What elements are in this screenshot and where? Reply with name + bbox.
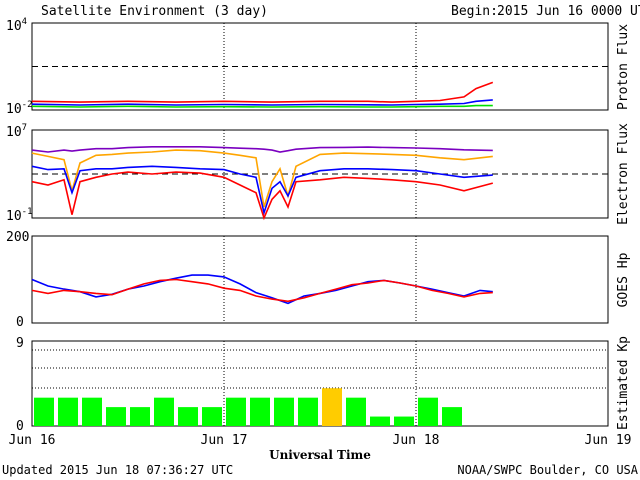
x-axis-title: Universal Time (269, 448, 371, 462)
electron-bottom-tick: 10-1 (6, 207, 33, 224)
blue-series-line (31, 99, 493, 106)
kp-bar (106, 407, 126, 426)
proton-bottom-tick: 10-2 (6, 100, 33, 117)
kp-bar (298, 397, 318, 426)
x-tick-labels: Jun 16 Jun 17 Jun 18 Jun 19 (9, 433, 632, 448)
red-series-line (31, 171, 494, 221)
kp-bar (394, 416, 414, 426)
green-series-line (31, 104, 493, 108)
proton-flux-label: Proton Flux (616, 24, 631, 110)
kp-bar (418, 397, 438, 426)
kp-bottom-tick: 0 (16, 419, 24, 434)
kp-bar (202, 407, 222, 426)
kp-gridlines (32, 349, 608, 389)
hp-top-tick: 200 (6, 230, 29, 245)
blue-series-line (31, 165, 493, 216)
kp-bar (226, 397, 246, 426)
chart-title: Satellite Environment (3 day) (41, 4, 268, 19)
panel-labels: Proton Flux Electron Flux GOES Hp Estima… (616, 24, 631, 430)
purple-series-line (31, 146, 493, 153)
kp-bar (274, 397, 294, 426)
electron-top-tick: 107 (6, 123, 27, 140)
proton-flux-series (31, 66, 608, 108)
orange-series-line (31, 149, 493, 208)
kp-bar (58, 397, 78, 426)
goes-hp-label: GOES Hp (616, 252, 631, 307)
credit-line: NOAA/SWPC Boulder, CO USA (457, 463, 638, 477)
red-series-line (31, 278, 493, 303)
x-tick-jun18: Jun 18 (393, 433, 440, 448)
begin-value: 2015 Jun 16 0000 UTC (497, 4, 640, 19)
day-separators (223, 23, 417, 426)
x-tick-jun17: Jun 17 (201, 433, 248, 448)
y-tick-labels: 104 10-2 107 10-1 200 0 9 0 (6, 17, 33, 434)
kp-bar (250, 397, 270, 426)
kp-bar (82, 397, 102, 426)
estimated-kp-label: Estimated Kp (616, 336, 631, 430)
kp-bar (442, 407, 462, 426)
kp-bar (154, 397, 174, 426)
electron-flux-series (31, 146, 608, 221)
proton-top-tick: 104 (6, 17, 27, 34)
x-tick-jun19: Jun 19 (585, 433, 632, 448)
electron-flux-label: Electron Flux (616, 123, 631, 225)
updated-timestamp: Updated 2015 Jun 18 07:36:27 UTC (2, 463, 233, 477)
goes-hp-series (31, 274, 493, 305)
kp-top-tick: 9 (16, 336, 24, 351)
kp-bar (130, 407, 150, 426)
red-series-line (31, 81, 494, 103)
x-tick-jun16: Jun 16 (9, 433, 56, 448)
kp-bar (322, 388, 342, 426)
kp-bar (178, 407, 198, 426)
kp-bars (34, 388, 462, 426)
hp-bottom-tick: 0 (16, 315, 24, 330)
begin-label: Begin: (451, 4, 498, 19)
kp-panel-frame (31, 340, 609, 427)
kp-bar (370, 416, 390, 426)
kp-bar (346, 397, 366, 426)
kp-bar (34, 397, 54, 426)
